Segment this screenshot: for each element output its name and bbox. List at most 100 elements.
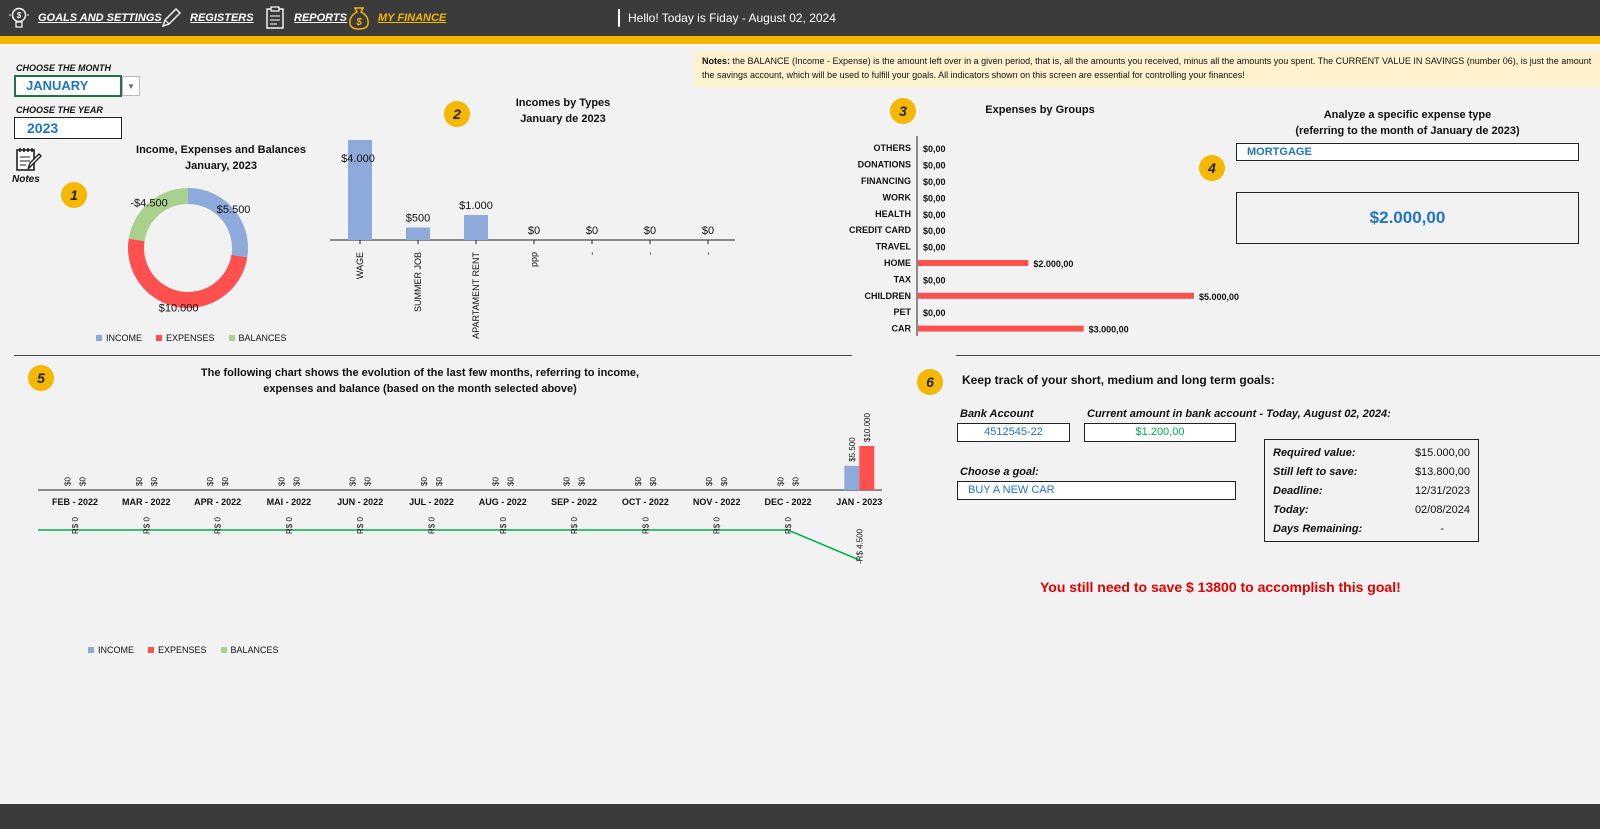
balance-label: R$ 0	[784, 517, 793, 534]
expense-bar-label: $0,00	[923, 161, 946, 171]
income-category-label: -	[645, 252, 655, 255]
evolution-bar-label: $0	[649, 477, 658, 486]
goal-row-value: 12/31/2023	[1414, 485, 1470, 497]
section5-title-line1: The following chart shows the evolution …	[200, 367, 640, 379]
evolution-category-label: OCT - 2022	[622, 497, 669, 507]
balance-label: R$ 0	[641, 517, 650, 534]
year-input[interactable]: 2023	[14, 117, 122, 139]
lightbulb-icon: $	[6, 5, 32, 31]
balance-label: R$ 0	[285, 517, 294, 534]
income-bar-label: $0	[702, 225, 714, 237]
evolution-bar-label: $0	[563, 477, 572, 486]
notes-label: Notes	[12, 174, 40, 185]
expense-bar	[918, 292, 1194, 299]
section2-title-line2: January de 2023	[520, 113, 606, 125]
income-category-label: ppp	[529, 252, 539, 267]
goal-row-key: Days Remaining:	[1273, 523, 1363, 535]
badge-3: 3	[890, 98, 916, 124]
balance-label: R$ 0	[499, 517, 508, 534]
goal-label: Choose a goal:	[960, 466, 1039, 478]
income-bar-label: $0	[644, 225, 656, 237]
nav-reports-label: REPORTS	[294, 12, 347, 24]
notes-icon[interactable]	[14, 145, 42, 173]
expense-bar-label: $0,00	[923, 226, 946, 236]
evolution-bar-label: $0	[435, 477, 444, 486]
expense-category-label: HOME	[884, 258, 911, 268]
goal-row-value: $13.800,00	[1414, 466, 1470, 478]
income-category-label: -	[703, 252, 713, 255]
badge-5: 5	[28, 365, 54, 391]
notes-line-1: the BALANCE (Income - Expense) is the am…	[730, 56, 1592, 66]
expense-bar-label: $0,00	[923, 177, 946, 187]
evolution-bar-label: $0	[420, 477, 429, 486]
goal-row-key: Required value:	[1273, 447, 1356, 459]
income-bar	[464, 215, 488, 240]
expense-type-select[interactable]: MORTGAGE	[1236, 143, 1579, 161]
expense-category-label: OTHERS	[873, 143, 911, 153]
nav-reports[interactable]: REPORTS	[262, 4, 347, 32]
evolution-chart: $0 $0 FEB - 2022 $0 $0 MAR - 2022 $0 $0 APR - 20…	[38, 413, 882, 564]
goal-select[interactable]: BUY A NEW CAR	[957, 481, 1236, 500]
evolution-bar-label: $0	[221, 477, 230, 486]
goal-row-value: $15.000,00	[1414, 447, 1470, 459]
legend-income-label: INCOME	[106, 333, 142, 343]
expense-category-label: HEALTH	[875, 209, 911, 219]
top-bar: $ GOALS AND SETTINGS REGISTERS REPORTS $…	[0, 0, 1600, 36]
balance-label: R$ 0	[71, 517, 80, 534]
income-category-label: WAGE	[355, 252, 365, 279]
section2-title-line1: Incomes by Types	[515, 97, 611, 109]
income-by-types-chart: $4.000 WAGE $500 SUMMER JOB $1.000 APARTAMENT…	[330, 140, 735, 339]
balance-label: R$ 0	[570, 517, 579, 534]
expense-bar	[918, 260, 1029, 266]
evolution-bar	[859, 446, 875, 490]
month-value[interactable]: JANUARY	[14, 75, 122, 97]
expense-category-label: TRAVEL	[876, 242, 912, 252]
goal-row-key: Still left to save:	[1273, 466, 1358, 478]
donut-chart: $5.500 $10.000 -$4.500	[128, 188, 251, 314]
nav-registers-label: REGISTERS	[190, 12, 254, 24]
notes-line-2: the savings account, which will be used …	[702, 70, 1245, 80]
legend-section5: INCOME EXPENSES BALANCES	[88, 645, 279, 655]
evolution-category-label: APR - 2022	[194, 497, 241, 507]
goal-row-key: Today:	[1273, 504, 1309, 516]
goal-alert: You still need to save $ 13800 to accomp…	[1040, 579, 1401, 595]
accent-stripe	[0, 36, 1600, 44]
divider-right	[956, 355, 1600, 356]
evolution-category-label: MAR - 2022	[122, 497, 171, 507]
section2-title: Incomes by Types January de 2023	[478, 95, 648, 127]
evolution-bar-label: $0	[206, 477, 215, 486]
expense-bar-label: $0,00	[923, 193, 946, 203]
evolution-category-label: FEB - 2022	[52, 497, 98, 507]
legend5-balances-label: BALANCES	[230, 645, 279, 655]
legend-balances-label: BALANCES	[238, 333, 287, 343]
expense-category-label: DONATIONS	[858, 160, 911, 170]
bottom-bar	[0, 804, 1600, 829]
expense-category-label: FINANCING	[861, 176, 911, 186]
month-select[interactable]: JANUARY ▼	[14, 75, 140, 97]
nav-registers[interactable]: REGISTERS	[158, 4, 254, 32]
evolution-bar-label: $0	[792, 477, 801, 486]
goal-row-today: Today: 02/08/2024	[1273, 501, 1470, 520]
donut-label: $5.500	[217, 204, 251, 216]
expense-bar-label: $2.000,00	[1033, 259, 1073, 269]
expense-category-label: CHILDREN	[865, 291, 912, 301]
income-bar	[406, 227, 430, 240]
pencil-icon	[158, 5, 184, 31]
chevron-down-icon[interactable]: ▼	[122, 76, 140, 96]
clipboard-icon	[262, 5, 288, 31]
expenses-by-groups-chart: OTHERS $0,00 DONATIONS $0,00 FINANCING $0,00 W…	[849, 136, 1239, 336]
evolution-bar-label: $0	[720, 477, 729, 486]
nav-goals-settings-label: GOALS AND SETTINGS	[38, 12, 162, 24]
nav-my-finance[interactable]: $ MY FINANCE	[346, 4, 446, 32]
income-bar-label: $4.000	[341, 153, 375, 165]
donut-slice-expenses	[128, 238, 248, 308]
evolution-bar-label: $0	[491, 477, 500, 486]
goal-row-key: Deadline:	[1273, 485, 1323, 497]
evolution-bar-label: $0	[634, 477, 643, 486]
expense-bar-label: $5.000,00	[1199, 292, 1239, 302]
bank-account-field[interactable]: 4512545-22	[957, 423, 1070, 442]
goal-summary-table: Required value: $15.000,00 Still left to …	[1264, 439, 1479, 542]
current-amount-label: Current amount in bank account - Today, …	[1087, 408, 1391, 420]
nav-goals-settings[interactable]: $ GOALS AND SETTINGS	[6, 4, 162, 32]
badge-6: 6	[917, 369, 943, 395]
